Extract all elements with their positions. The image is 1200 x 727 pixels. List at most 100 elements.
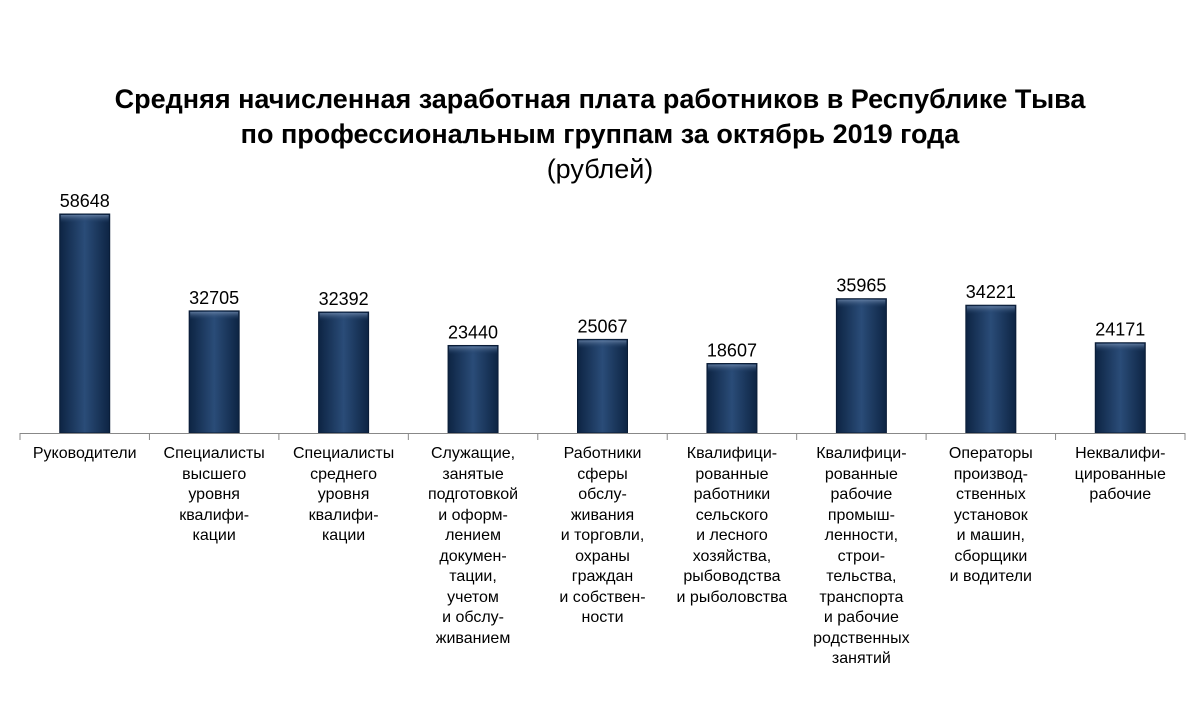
category-label-line: кации [321, 527, 366, 544]
bar-body [188, 310, 240, 434]
category-label-line: промыш- [827, 506, 895, 524]
category-label: Квалифици-рованные рабочие промыш-ленности… [797, 444, 925, 670]
category-label-line: занятий [831, 650, 891, 667]
value-labels-layer: 58648 32705 32392 23440 25067 18607 35965 34221… [60, 191, 1146, 361]
bar-body [965, 304, 1017, 434]
category-label-line: уровня [317, 486, 370, 503]
category-label-line: Операторы [948, 445, 1033, 462]
category-label-line: кации [192, 527, 236, 544]
bar-3 [318, 311, 370, 434]
category-label-line: учетом [447, 588, 499, 606]
category-label-line: докумен- [439, 547, 507, 565]
category-label-line: и рабочие [823, 609, 899, 626]
category-label-line: производ- [953, 465, 1028, 483]
chart-title-block: Средняя начисленная заработная плата раб… [0, 82, 1200, 187]
category-label-line: квалифи- [308, 506, 379, 524]
value-label: 35965 [836, 276, 886, 296]
bar-highlight [966, 306, 1015, 315]
category-label-line: охраны [575, 547, 630, 565]
category-label-line: сельского [695, 506, 769, 524]
category-label-line: ственных [955, 486, 1026, 503]
bar-highlight [837, 299, 886, 308]
category-label-line: транспорта [819, 588, 904, 606]
bars-layer [59, 213, 1146, 434]
bar-body [59, 213, 111, 434]
category-label-line: сборщики [954, 547, 1028, 565]
category-label-line: живанием [435, 629, 511, 647]
category-label-line: и машин, [956, 527, 1025, 544]
category-label: Работники сферы обслу-живания и торговли, ох… [539, 444, 667, 629]
category-label-line: установок [953, 506, 1028, 524]
category-label-line: родственных [813, 629, 910, 647]
category-label-line: рыбоводства [683, 568, 781, 585]
bar-4 [447, 344, 499, 434]
bar-body [577, 338, 628, 434]
category-label: Операторы производ-ственных установок и маш… [927, 444, 1055, 588]
value-label: 34221 [966, 282, 1016, 302]
chart-subtitle: (рублей) [546, 154, 654, 184]
category-label: Квалифици-рованные работники сельского и ле… [668, 444, 796, 608]
category-label-line: ности [581, 609, 624, 626]
category-label-line: Квалифици- [816, 445, 907, 462]
category-label-line: Неквалифи- [1075, 445, 1166, 462]
bar-body [706, 363, 758, 434]
bar-highlight [190, 311, 239, 320]
value-label: 18607 [707, 341, 757, 361]
category-label-line: высшего [182, 465, 247, 483]
category-label-line: квалифи- [179, 506, 250, 524]
bar-2 [188, 310, 240, 434]
category-label-line: рабочие [1089, 486, 1152, 503]
category-label: Неквалифи-цированные рабочие [1056, 444, 1184, 506]
category-label-line: Служащие, [430, 445, 516, 462]
bar-body [835, 298, 887, 434]
chart-title-line-2: по профессиональным группам за октябрь 2… [240, 119, 960, 149]
category-label-line: граждан [571, 568, 634, 585]
category-label-line: рованные [695, 465, 769, 483]
category-label-line: уровня [188, 486, 240, 503]
category-label-line: обслу- [578, 486, 627, 503]
bar-highlight [578, 340, 627, 349]
category-label-line: работники [693, 486, 771, 503]
category-label: Руководители [21, 444, 149, 465]
bar-body [447, 344, 499, 434]
category-label-line: и рыболовства [676, 588, 788, 606]
category-label-line: и лесного [696, 527, 768, 544]
bar-highlight [707, 364, 756, 373]
bar-7 [835, 298, 887, 434]
bar-highlight [449, 346, 498, 355]
category-label-line: тельства, [826, 568, 897, 585]
category-label-line: строи- [837, 547, 886, 565]
category-label-line: Квалифици- [686, 445, 778, 462]
chart-title-line-1: Средняя начисленная заработная плата раб… [114, 84, 1086, 114]
category-label-line: Специалисты [293, 445, 395, 462]
bar-1 [59, 213, 111, 434]
category-label-line: и торговли, [560, 527, 645, 544]
bar-body [318, 311, 370, 434]
category-label-line: цированные [1074, 465, 1166, 483]
bar-6 [706, 363, 758, 434]
category-label-line: сферы [577, 465, 628, 483]
category-label: Специалисты среднего уровня квалифи-кации [280, 444, 408, 547]
category-label-line: подготовкой [427, 486, 519, 503]
category-label-line: и обслу- [442, 609, 505, 626]
category-label-line: лением [445, 527, 501, 544]
value-label: 32705 [189, 288, 239, 308]
value-label: 25067 [577, 316, 627, 336]
value-label: 23440 [448, 322, 498, 342]
category-label-line: и собствен- [559, 588, 646, 606]
category-label-line: Специалисты [163, 445, 265, 462]
category-label-line: Работники [563, 445, 642, 462]
category-label-line: живания [570, 506, 635, 524]
bar-5 [577, 338, 628, 434]
bar-9 [1094, 342, 1146, 434]
category-label-line: ленности, [824, 527, 899, 544]
bar-highlight [319, 313, 368, 322]
value-label: 24171 [1095, 320, 1145, 340]
bar-8 [965, 304, 1017, 434]
axis-layer [19, 433, 1186, 440]
bar-body [1094, 342, 1146, 434]
category-label-line: тации, [449, 568, 497, 585]
bar-highlight [60, 215, 109, 223]
category-label-line: хозяйства, [692, 547, 772, 565]
